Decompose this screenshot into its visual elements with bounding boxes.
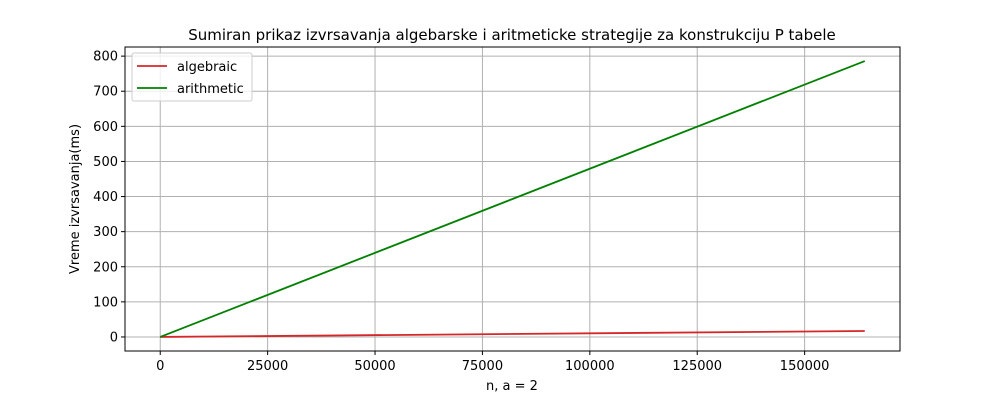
y-tick-label: 700 <box>93 85 118 100</box>
x-tick-label: 25000 <box>247 359 288 374</box>
y-axis-label: Vreme izvrsavanja(ms) <box>68 124 83 274</box>
legend: algebraic arithmetic <box>131 52 253 102</box>
y-tick-label: 100 <box>93 295 118 310</box>
legend-label-arithmetic: arithmetic <box>177 82 244 97</box>
x-tick-label: 0 <box>156 359 164 374</box>
y-tick-label: 300 <box>93 225 118 240</box>
plot-frame <box>124 46 901 352</box>
ticks: 0 25000 50000 75000 100000 125000 150000 0 100 20… <box>93 50 829 374</box>
x-tick-label: 50000 <box>354 359 395 374</box>
x-tick-label: 75000 <box>462 359 503 374</box>
y-tick-label: 0 <box>110 330 118 345</box>
y-tick-label: 600 <box>93 120 118 135</box>
x-tick-label: 125000 <box>672 359 722 374</box>
series-line-arithmetic <box>159 60 866 338</box>
y-tick-label: 800 <box>93 50 118 65</box>
x-tick-label: 150000 <box>780 359 830 374</box>
x-tick-label: 100000 <box>565 359 615 374</box>
series-lines <box>159 60 866 338</box>
chart-title: Sumiran prikaz izvrsavanja algebarske i … <box>188 26 836 44</box>
x-axis-label: n, a = 2 <box>486 379 538 394</box>
legend-box <box>131 52 253 102</box>
y-tick-label: 500 <box>93 155 118 170</box>
series-line-algebraic <box>160 330 865 338</box>
y-tick-label: 400 <box>93 190 118 205</box>
y-tick-label: 200 <box>93 260 118 275</box>
legend-label-algebraic: algebraic <box>177 60 237 75</box>
